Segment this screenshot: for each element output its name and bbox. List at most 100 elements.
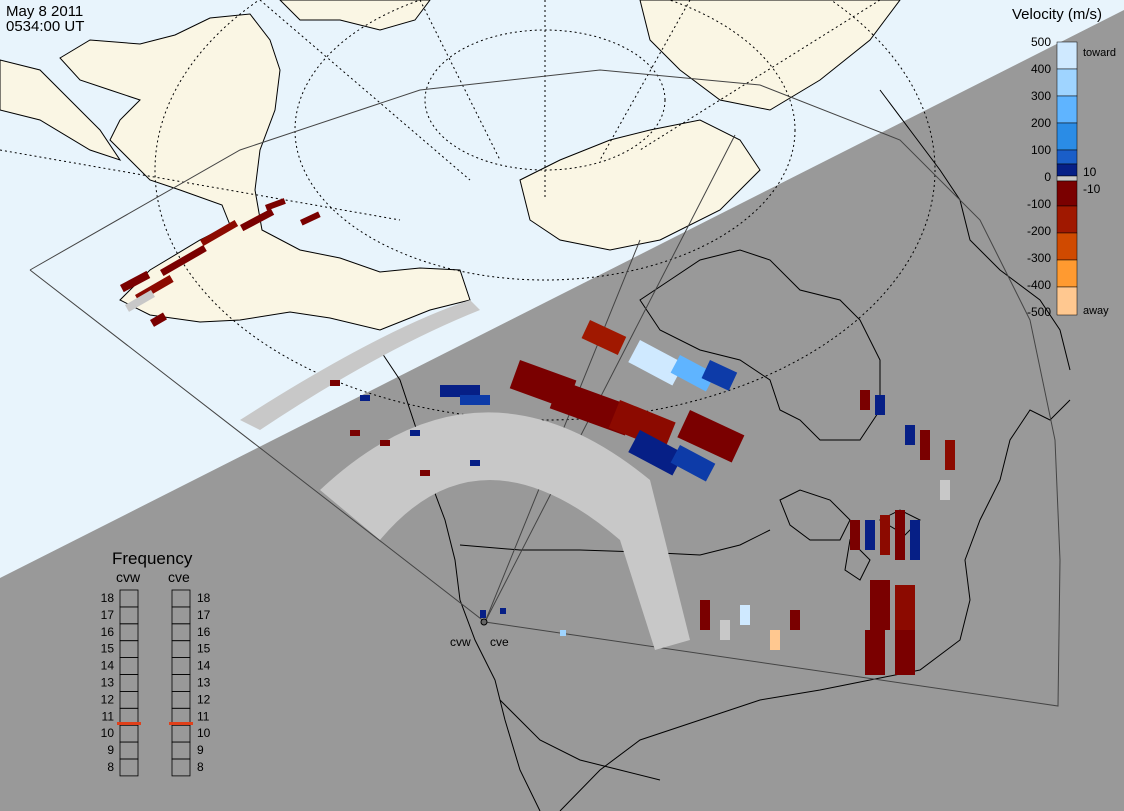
- alaska-land: [59, 13, 471, 331]
- frequency-level-label: 15: [197, 642, 211, 656]
- echo-cell: [628, 430, 685, 476]
- echo-cell: [300, 211, 321, 226]
- echo-cell: [420, 470, 430, 476]
- frequency-level-label: 9: [197, 743, 204, 757]
- echo-cell: [410, 430, 420, 436]
- frequency-cell: [171, 758, 191, 777]
- frequency-level-label: 11: [197, 709, 210, 723]
- colorbar-tick-500: 500: [1031, 35, 1051, 49]
- echo-cell: [119, 270, 151, 293]
- frequency-cell: [119, 589, 139, 608]
- frequency-panel: 18 17 16 15 14 13 12 11 10 9 8 18 17 16 15 14 13 12 11 10 9 8: [101, 589, 211, 777]
- echo-cell: [199, 220, 239, 247]
- frequency-cell: [119, 741, 139, 760]
- colorbar-tick-minus200: -200: [1027, 224, 1051, 238]
- colorbar-pos10-label: 10: [1083, 165, 1097, 179]
- colorbar-neg10-label: -10: [1083, 182, 1101, 196]
- echo-cell: [700, 600, 710, 630]
- echo-cell: [910, 520, 920, 560]
- echo-cell: [608, 400, 676, 451]
- echo-cell: [470, 460, 480, 466]
- arctic-islands: [519, 119, 761, 251]
- radar-echoes: [119, 198, 955, 675]
- frequency-cell: [171, 674, 191, 692]
- colorbar-tick-minus300: -300: [1027, 251, 1051, 265]
- frequency-column-cvw: cvw: [116, 569, 141, 585]
- echo-cell: [770, 630, 780, 650]
- frequency-level-label: 8: [107, 760, 114, 774]
- echo-cell: [895, 630, 915, 675]
- frequency-cell: [119, 758, 139, 777]
- colorbar-seg: [1056, 232, 1078, 261]
- echo-cell: [670, 355, 716, 392]
- echo-cell: [880, 515, 890, 555]
- us-mexico-border: [499, 699, 661, 781]
- ground-scatter-arc: [320, 412, 690, 650]
- colorbar-seg: [1056, 95, 1078, 124]
- echo-cell: [850, 520, 860, 550]
- colorbar-tick-200: 200: [1031, 116, 1051, 130]
- frequency-level-label: 10: [101, 726, 115, 740]
- frequency-level-label: 13: [101, 676, 115, 690]
- frequency-cell: [171, 640, 191, 659]
- echo-cell: [480, 610, 486, 618]
- frequency-cell: [119, 674, 139, 692]
- frequency-title: Frequency: [112, 549, 193, 568]
- echo-cell: [240, 208, 275, 232]
- colorbar-tick-minus100: -100: [1027, 197, 1051, 211]
- echo-cell: [125, 290, 155, 312]
- echo-cell: [560, 630, 566, 636]
- colorbar-seg: [1056, 122, 1078, 151]
- frequency-level-label: 16: [197, 625, 211, 639]
- greenland-land: [639, 0, 901, 111]
- echo-cell: [265, 198, 286, 211]
- echo-cell: [677, 410, 745, 463]
- colorbar-tick-400: 400: [1031, 62, 1051, 76]
- echo-cell: [790, 610, 800, 630]
- frequency-level-label: 13: [197, 676, 211, 690]
- frequency-level-label: 18: [101, 591, 115, 605]
- echo-cell: [670, 445, 716, 482]
- colorbar-toward-label: toward: [1083, 47, 1116, 59]
- echo-cell: [460, 395, 490, 405]
- radar-sites: cvw cve: [450, 618, 509, 649]
- echo-cell: [905, 425, 915, 445]
- radar-west-label: cvw: [450, 635, 471, 649]
- radar-east-label: cve: [490, 635, 509, 649]
- echo-cell: [380, 440, 390, 446]
- colorbar-tick-300: 300: [1031, 89, 1051, 103]
- echo-cell: [875, 395, 885, 415]
- frequency-level-label: 12: [101, 692, 115, 706]
- echo-cell: [865, 630, 885, 675]
- echo-cell: [895, 585, 915, 635]
- frequency-cell: [171, 691, 191, 709]
- velocity-colorbar: 500 400 300 200 100 0 -100 -200 -300 -40…: [1027, 35, 1116, 319]
- siberia-land: [0, 59, 122, 161]
- colorbar-tick-minus500: -500: [1027, 305, 1051, 319]
- colorbar-seg: [1056, 205, 1078, 234]
- velocity-legend-title: Velocity (m/s): [1012, 6, 1103, 23]
- colorbar-tick-0: 0: [1044, 170, 1051, 184]
- north-america-coastline: [379, 349, 1071, 811]
- radar-site-icon: [480, 618, 488, 626]
- frequency-level-label: 12: [197, 692, 211, 706]
- echo-cell: [920, 430, 930, 460]
- colorbar-seg: [1056, 180, 1078, 207]
- frequency-cell: [119, 691, 139, 709]
- geographic-grid: [0, 0, 936, 421]
- echo-cell: [440, 385, 480, 397]
- frequency-level-label: 15: [101, 642, 115, 656]
- beam-line-right: [484, 134, 736, 623]
- colorbar-tick-100: 100: [1031, 143, 1051, 157]
- frequency-cell: [119, 657, 139, 675]
- echo-cell: [701, 360, 738, 391]
- echo-cell: [160, 245, 207, 277]
- labrador-coastline: [879, 89, 1071, 371]
- colorbar-seg: [1056, 163, 1078, 177]
- frequency-cell: [171, 724, 191, 743]
- echo-cell: [581, 319, 627, 356]
- colorbar-seg: [1056, 259, 1078, 288]
- colorbar-away-bottom: [1056, 286, 1078, 316]
